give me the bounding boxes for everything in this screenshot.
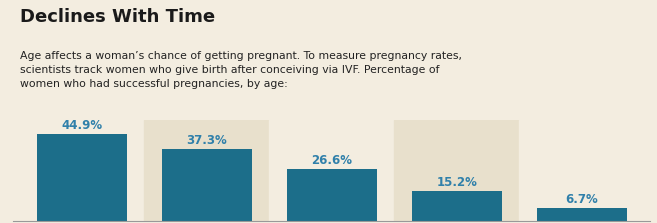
Bar	[162, 149, 252, 221]
Text: Declines With Time: Declines With Time	[20, 8, 215, 26]
Bar	[145, 120, 269, 221]
Bar	[37, 134, 127, 221]
Bar	[394, 120, 519, 221]
Bar	[287, 169, 376, 221]
Bar	[519, 120, 644, 221]
Bar	[412, 191, 502, 221]
Text: 44.9%: 44.9%	[61, 119, 102, 132]
Text: 15.2%: 15.2%	[436, 176, 477, 189]
Text: 6.7%: 6.7%	[565, 193, 598, 206]
Text: Age affects a woman’s chance of getting pregnant. To measure pregnancy rates,
sc: Age affects a woman’s chance of getting …	[20, 51, 461, 89]
Bar	[20, 120, 145, 221]
Text: 26.6%: 26.6%	[311, 154, 352, 167]
Bar	[537, 208, 627, 221]
Text: 37.3%: 37.3%	[187, 134, 227, 147]
Bar	[269, 120, 394, 221]
